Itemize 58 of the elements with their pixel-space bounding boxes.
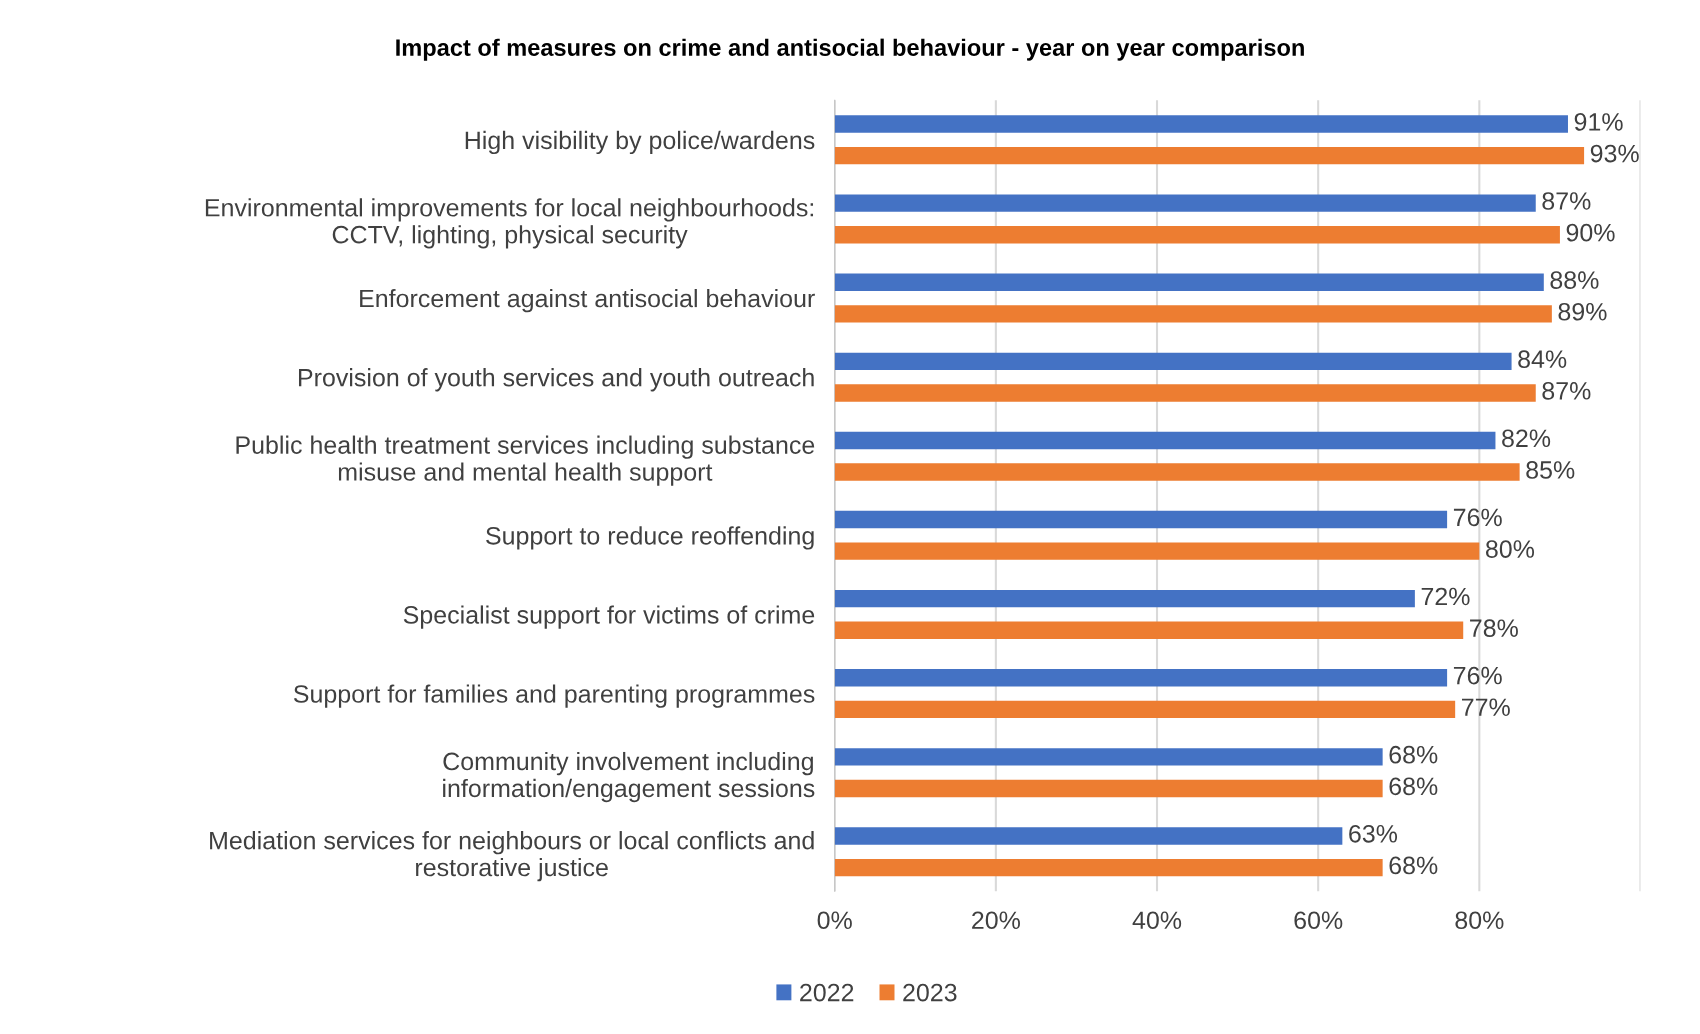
- bar: [834, 669, 1448, 687]
- data-label: 90%: [1566, 223, 1615, 242]
- y-tick-label: Community involvement including information/engagement sessions: [443, 751, 815, 803]
- bar: [834, 463, 1520, 481]
- data-label: 72%: [1421, 587, 1470, 606]
- y-tick-label: Support for families and parenting programmes: [293, 684, 815, 708]
- bar: [834, 858, 1383, 877]
- bar: [834, 431, 1496, 450]
- data-label: 80%: [1485, 540, 1535, 558]
- data-label: 84%: [1518, 350, 1567, 369]
- data-label: 68%: [1389, 777, 1438, 796]
- y-tick-label: Specialist support for victims of crime: [403, 605, 815, 629]
- bar: [834, 273, 1544, 291]
- bar: [834, 352, 1512, 371]
- bar: [834, 226, 1560, 244]
- x-tick-label: 80%: [1455, 911, 1504, 930]
- data-label: 89%: [1558, 302, 1607, 321]
- data-label: 87%: [1542, 192, 1591, 210]
- x-tick-label: 0%: [817, 911, 852, 930]
- bar: [834, 384, 1536, 402]
- y-tick-label: Provision of youth services and youth outreach: [298, 368, 814, 392]
- data-label: 76%: [1453, 508, 1502, 527]
- data-label: 68%: [1389, 856, 1438, 875]
- y-tick-label: Support to reduce reoffending: [486, 526, 814, 550]
- bar: [834, 194, 1536, 212]
- data-label: 68%: [1389, 745, 1438, 764]
- data-label: 78%: [1470, 619, 1518, 637]
- legend-label: 2022: [800, 983, 854, 1002]
- bar: [834, 146, 1585, 165]
- bar: [834, 621, 1464, 639]
- x-tick-label: 40%: [1132, 911, 1182, 930]
- y-tick-label: Enforcement against antisocial behaviour: [360, 288, 815, 313]
- y-tick-label: Mediation services for neighbours or local conflicts and restorative justice: [210, 831, 814, 882]
- bar: [834, 542, 1480, 560]
- bar: [834, 589, 1415, 608]
- y-tick-label: High visibility by police/wardens: [465, 130, 815, 155]
- data-label: 87%: [1542, 381, 1591, 400]
- bar: [834, 779, 1383, 798]
- data-label: 76%: [1453, 666, 1502, 685]
- data-label: 93%: [1590, 144, 1639, 163]
- chart-title: Impact of measures on crime and antisocial behaviour - year on year comparison: [396, 38, 1304, 61]
- y-tick-label: Public health treatment services including substance misuse and mental health support: [236, 435, 815, 486]
- data-label: 82%: [1502, 429, 1551, 448]
- legend-label: 2023: [903, 983, 957, 1002]
- bar: [834, 700, 1456, 719]
- x-tick-label: 60%: [1294, 911, 1343, 930]
- x-tick-label: 20%: [972, 911, 1020, 930]
- bar: [834, 748, 1383, 766]
- y-tick-label: Environmental improvements for local neighbourhoods: CCTV, lighting, physical security: [205, 198, 814, 249]
- bar: [834, 510, 1448, 529]
- data-label: 63%: [1349, 824, 1398, 843]
- data-label: 88%: [1550, 271, 1599, 289]
- data-label: 85%: [1526, 461, 1575, 479]
- data-label: 77%: [1462, 698, 1510, 716]
- bar: [834, 115, 1568, 133]
- data-label: 91%: [1574, 113, 1623, 131]
- bar: [834, 305, 1552, 323]
- bar: [834, 827, 1343, 845]
